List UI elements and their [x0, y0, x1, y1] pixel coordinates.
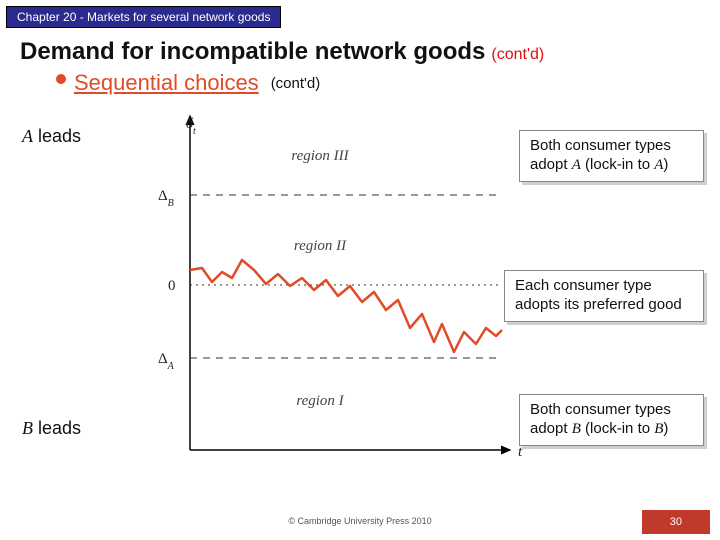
- callout-region1: Both consumer types adopt B (lock-in to …: [519, 394, 704, 446]
- chart-svg: region III region II region I δt ΔB 0 ΔA t: [130, 110, 530, 470]
- bullet-text: Sequential choices: [74, 70, 259, 96]
- footer-credit: © Cambridge University Press 2010: [0, 516, 720, 526]
- svg-text:region II: region II: [294, 238, 347, 254]
- bullet-row: Sequential choices (cont'd): [56, 70, 320, 96]
- chapter-bar: Chapter 20 - Markets for several network…: [6, 6, 281, 28]
- svg-text:t: t: [518, 444, 523, 460]
- title-text: Demand for incompatible network goods: [20, 38, 485, 66]
- bullet-icon: [56, 74, 66, 84]
- page-number: 30: [642, 510, 710, 534]
- label-b-leads: B leads: [22, 418, 81, 439]
- label-a-leads: A leads: [22, 126, 81, 147]
- svg-text:δt: δt: [186, 116, 196, 137]
- title-contd: (cont'd): [491, 46, 544, 64]
- svg-text:ΔB: ΔB: [158, 188, 174, 209]
- svg-text:region III: region III: [291, 148, 349, 164]
- bullet-contd: (cont'd): [271, 75, 321, 92]
- callout-region2: Each consumer type adopts its preferred …: [504, 270, 704, 322]
- callout-region3: Both consumer types adopt A (lock-in to …: [519, 130, 704, 182]
- svg-text:0: 0: [168, 278, 176, 294]
- svg-text:ΔA: ΔA: [158, 351, 175, 372]
- svg-text:region I: region I: [296, 393, 344, 409]
- slide-title: Demand for incompatible network goods (c…: [20, 38, 544, 66]
- chart: region III region II region I δt ΔB 0 ΔA t: [130, 110, 530, 470]
